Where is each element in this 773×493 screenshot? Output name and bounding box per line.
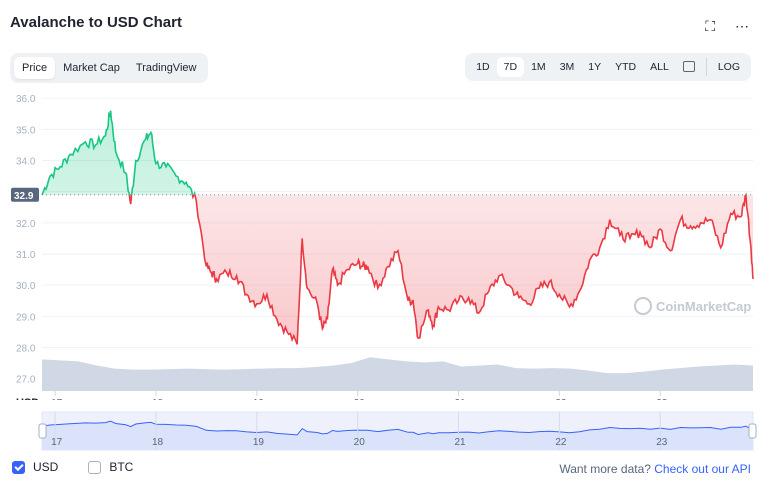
chart-title: Avalanche to USD Chart: [10, 14, 182, 31]
usd-checkbox[interactable]: [12, 460, 25, 474]
tab-tradingview[interactable]: TradingView: [135, 62, 197, 74]
range-1m[interactable]: 1M: [531, 61, 546, 73]
tab-market-cap[interactable]: Market Cap: [63, 62, 120, 74]
x-tick-label: 18: [152, 398, 164, 400]
range-7d[interactable]: 7D: [496, 57, 525, 77]
y-tick-label: 35.0: [16, 125, 36, 136]
calendar-button[interactable]: [676, 56, 702, 78]
y-tick-label: 32.0: [16, 219, 36, 230]
reference-label-box: [11, 187, 39, 202]
navigator-tick-label: 20: [354, 437, 366, 448]
range-3m[interactable]: 3M: [559, 61, 575, 73]
chart-type-tabs: Price Market Cap TradingView: [10, 53, 209, 83]
price-line-above: [41, 110, 747, 195]
range-1y[interactable]: 1Y: [588, 61, 602, 73]
currency-options: USD BTC: [12, 460, 133, 474]
more-icon[interactable]: ⋯: [735, 18, 749, 34]
more-data-text: Want more data? Check out our API: [559, 462, 751, 476]
y-tick-label: 36.0: [16, 94, 36, 105]
y-axis-ticks: 36.035.034.033.032.031.030.029.028.027.0: [16, 94, 36, 385]
y-tick-label: 29.0: [16, 312, 36, 323]
btc-checkbox[interactable]: [88, 460, 102, 474]
navigator-tick-label: 19: [253, 437, 265, 448]
price-chart[interactable]: 36.035.034.033.032.031.030.029.028.027.0…: [0, 0, 773, 400]
price-line-below: [41, 194, 754, 345]
calendar-icon: [682, 61, 695, 72]
navigator-handle-right[interactable]: [748, 423, 757, 439]
y-tick-label: 30.0: [16, 281, 36, 292]
x-tick-label: 23: [656, 398, 668, 400]
y-tick-label: 28.0: [16, 343, 36, 354]
watermark: CoinMarketCap: [634, 297, 751, 315]
navigator-tick-label: 17: [51, 437, 63, 448]
range-divider: [705, 58, 707, 76]
navigator-tick-label: 18: [152, 437, 164, 448]
time-range-selector: 1D 7D 1M 3M 1Y YTD ALL LOG: [465, 53, 751, 81]
x-tick-label: 20: [354, 398, 366, 400]
api-link[interactable]: Check out our API: [654, 462, 751, 476]
reference-label: 32.9: [14, 191, 34, 202]
navigator-ticks: 17 18 19 20 21 22 23: [51, 412, 668, 450]
y-tick-label: 27.0: [16, 375, 36, 386]
y-axis-unit: USD: [16, 397, 39, 400]
price-area-above: [42, 110, 195, 195]
tab-price[interactable]: Price: [14, 57, 56, 79]
watermark-text: CoinMarketCap: [656, 299, 751, 314]
range-1d[interactable]: 1D: [476, 61, 490, 73]
x-tick-label: 21: [455, 398, 467, 400]
x-tick-label: 22: [555, 398, 567, 400]
range-all[interactable]: ALL: [650, 61, 669, 73]
log-toggle[interactable]: LOG: [717, 61, 740, 73]
x-axis-ticks: 17 18 19 20 21 22 23: [51, 391, 668, 400]
btc-label: BTC: [109, 460, 134, 474]
y-tick-label: 31.0: [16, 250, 36, 261]
navigator[interactable]: 17 18 19 20 21 22 23: [0, 408, 773, 458]
price-area-below: [42, 194, 753, 345]
x-tick-label: 17: [51, 398, 63, 400]
navigator-area: [42, 421, 753, 450]
range-ytd[interactable]: YTD: [615, 61, 637, 73]
navigator-tick-label: 23: [656, 437, 668, 448]
navigator-handle-left[interactable]: [38, 423, 47, 439]
volume-area: [42, 357, 753, 391]
x-tick-label: 19: [253, 398, 265, 400]
navigator-tick-label: 21: [455, 437, 467, 448]
usd-label: USD: [33, 460, 59, 474]
navigator-tick-label: 22: [555, 437, 567, 448]
fullscreen-icon[interactable]: ⛶: [705, 18, 715, 34]
y-tick-label: 34.0: [16, 157, 36, 168]
navigator-line: [41, 420, 754, 436]
